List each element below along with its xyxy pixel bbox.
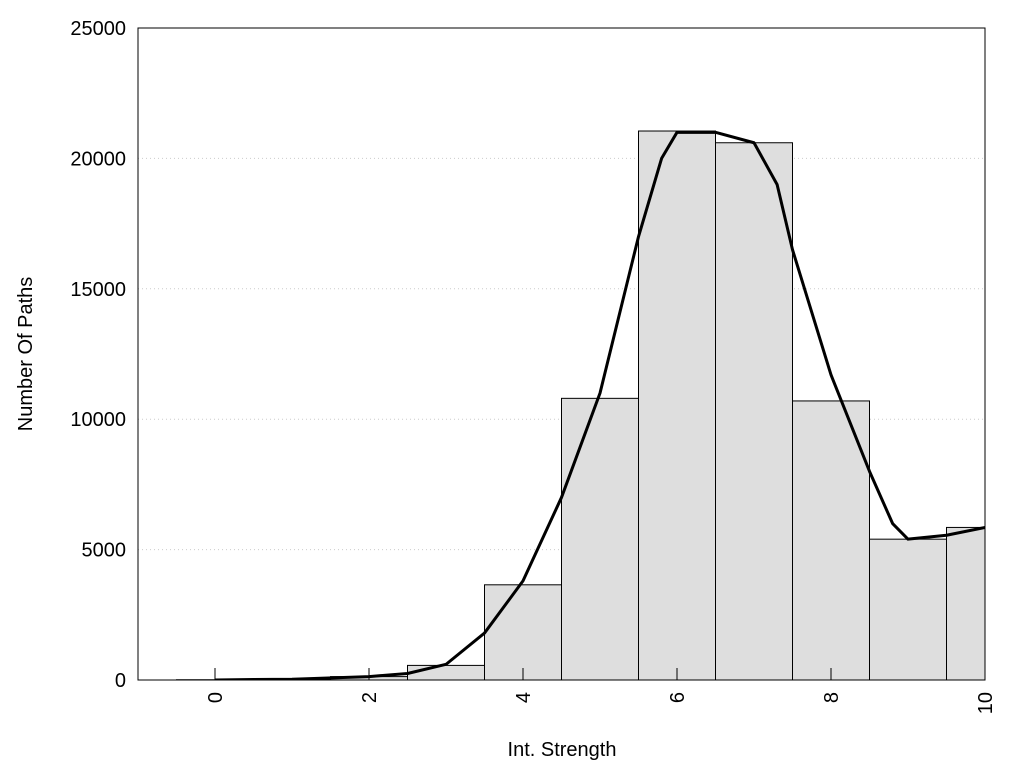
x-tick-label: 6	[667, 692, 689, 703]
curve	[214, 130, 985, 680]
bar	[946, 526, 985, 680]
x-axis-label: Int. Strength	[508, 739, 617, 761]
x-tick-label: 4	[513, 692, 535, 703]
bar	[792, 400, 870, 680]
y-axis-label: Number Of Paths	[15, 277, 37, 432]
bar	[561, 397, 639, 680]
x-tick-label: 0	[205, 692, 227, 703]
plot-area	[138, 28, 985, 680]
y-tick-label: 10000	[70, 409, 126, 431]
y-tick-label: 15000	[70, 279, 126, 301]
x-tick-label: 2	[359, 692, 381, 703]
bar	[638, 130, 716, 680]
bar	[407, 664, 485, 680]
y-tick-label: 20000	[70, 148, 126, 170]
y-tick-label: 25000	[70, 18, 126, 40]
x-tick-label: 8	[821, 692, 843, 703]
x-tick-label: 10	[975, 692, 997, 714]
bar	[484, 584, 562, 680]
bar	[715, 142, 793, 680]
bar	[869, 538, 947, 680]
y-tick-label: 5000	[82, 540, 127, 562]
y-tick-label: 0	[115, 670, 126, 692]
plot-frame	[137, 27, 986, 681]
